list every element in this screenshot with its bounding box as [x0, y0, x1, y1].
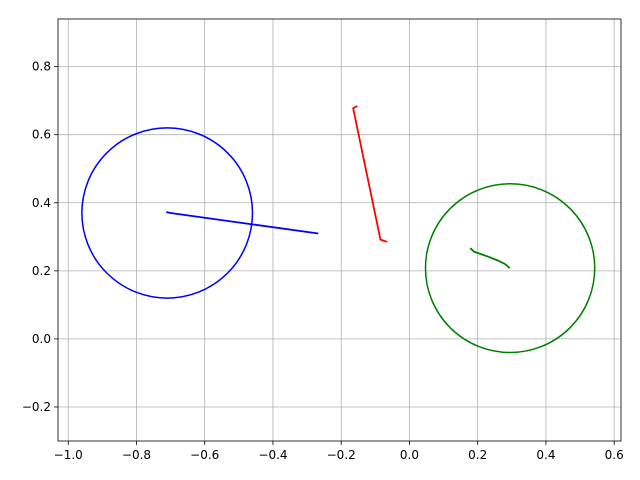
series-line [469, 247, 511, 269]
series-line [352, 105, 388, 243]
series-circle [424, 182, 596, 354]
y-tick-label: 0.4 [32, 196, 51, 210]
gridlines [58, 19, 621, 441]
x-tick-label: −0.8 [122, 448, 151, 462]
x-tick-label: −1.0 [54, 448, 83, 462]
series-group [81, 105, 596, 354]
axes-frame [57, 18, 622, 442]
y-tick-label: 0.0 [32, 332, 51, 346]
y-tick-label: 0.8 [32, 60, 51, 74]
y-tick-label: 0.2 [32, 264, 51, 278]
x-tick-label: −0.6 [190, 448, 219, 462]
x-tick-label: 0.6 [605, 448, 624, 462]
x-tick-label: −0.4 [258, 448, 287, 462]
y-tick-label: 0.6 [32, 128, 51, 142]
x-tick-label: 0.4 [536, 448, 555, 462]
y-tick-label: −0.2 [22, 400, 51, 414]
series-line [166, 211, 319, 235]
y-axis: −0.2 0.0 0.2 0.4 0.6 0.8 [22, 60, 58, 414]
series-circle [81, 127, 254, 299]
x-tick-label: 0.2 [468, 448, 487, 462]
x-tick-label: 0.0 [400, 448, 419, 462]
x-axis: −1.0 −0.8 −0.6 −0.4 −0.2 0.0 0.2 0.4 0.6 [54, 441, 624, 462]
x-tick-label: −0.2 [327, 448, 356, 462]
